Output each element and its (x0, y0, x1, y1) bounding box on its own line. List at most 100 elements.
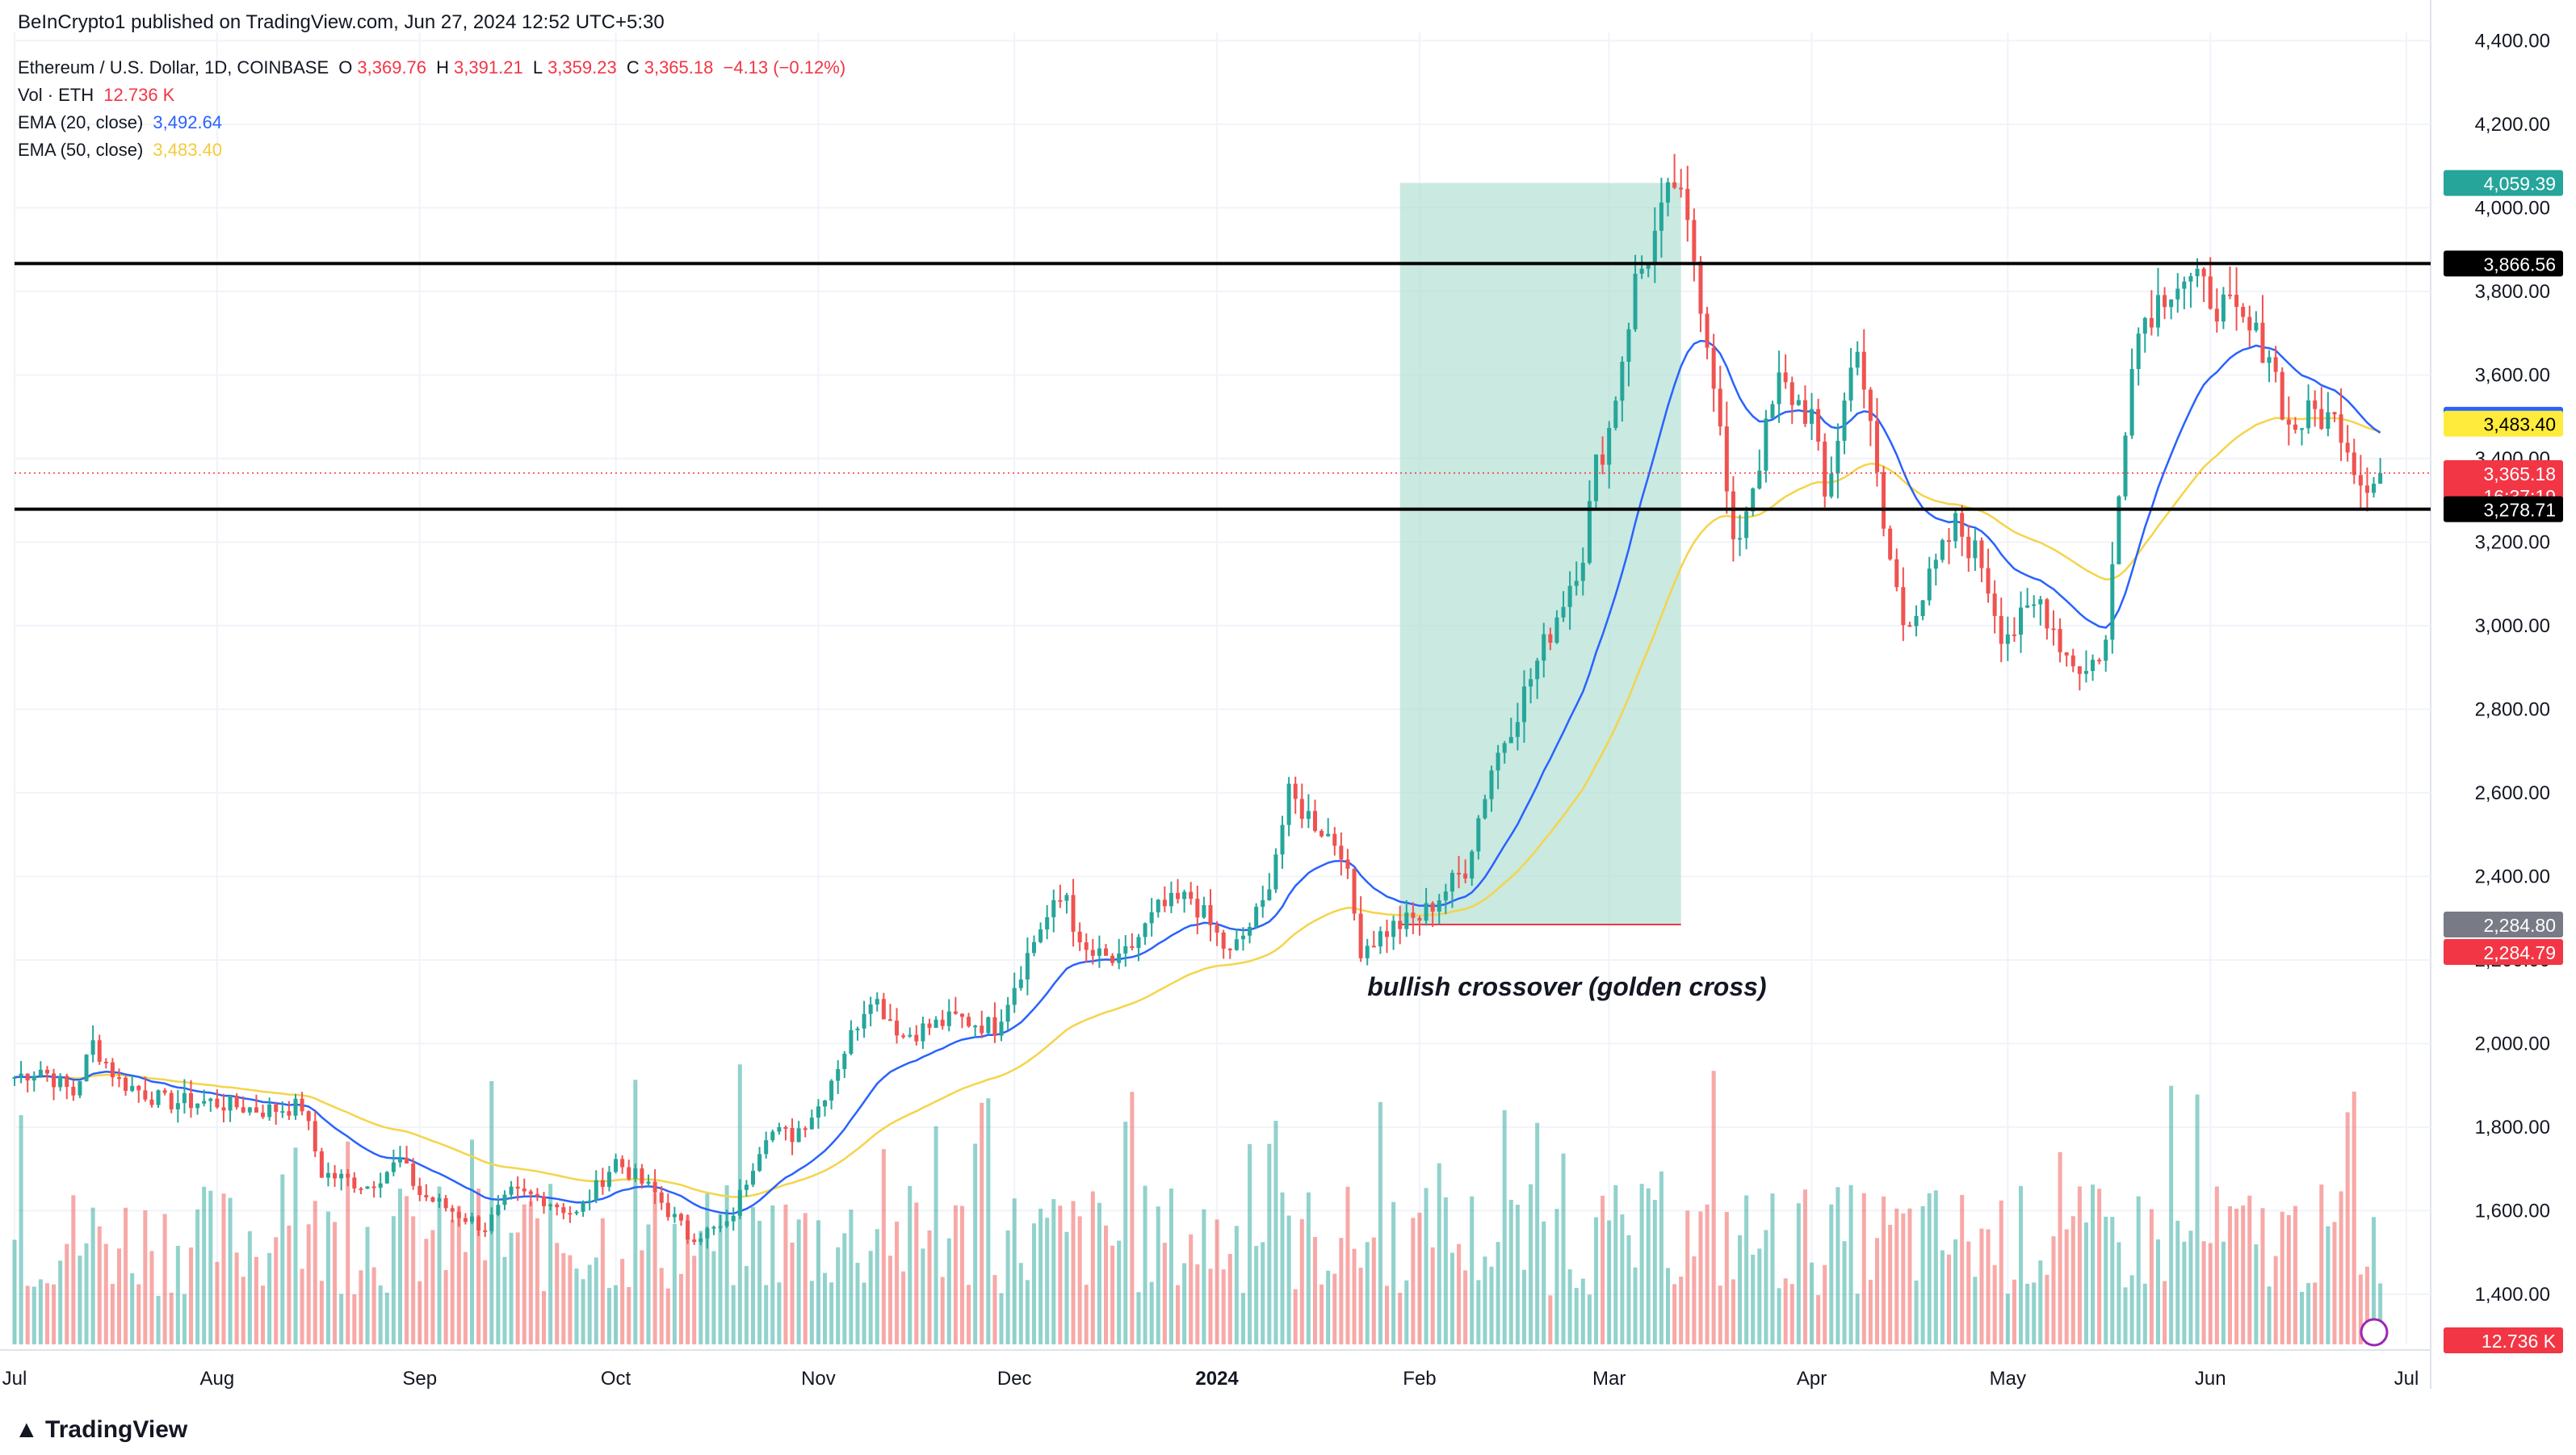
volume-bar (1045, 1218, 1050, 1344)
volume-bar (391, 1216, 396, 1344)
volume-bar (1358, 1268, 1363, 1344)
candle (2195, 268, 2200, 277)
candle (424, 1195, 429, 1197)
volume-bar (600, 1218, 605, 1344)
y-tick-label: 4,000.00 (2475, 197, 2550, 219)
volume-bar (1176, 1285, 1181, 1344)
volume-bar (849, 1210, 854, 1344)
volume-legend[interactable]: Vol · ETH 12.736 K (18, 84, 179, 107)
candle (1443, 891, 1448, 901)
volume-bar (359, 1270, 363, 1344)
candle (2136, 333, 2141, 369)
symbol-legend[interactable]: Ethereum / U.S. Dollar, 1D, COINBASE O 3,… (18, 57, 850, 79)
candle (2025, 605, 2030, 608)
candle (1182, 891, 1187, 899)
volume-bar (614, 1285, 619, 1344)
volume-bar (1796, 1203, 1801, 1344)
volume-bar (175, 1245, 180, 1344)
candle (1724, 426, 1729, 492)
low-value: 3,359.23 (548, 57, 617, 78)
candle (1607, 427, 1612, 465)
volume-bar (365, 1226, 370, 1344)
candle (130, 1085, 135, 1092)
candle (1384, 931, 1390, 937)
volume-bar (1855, 1294, 1860, 1344)
ema50-legend[interactable]: EMA (50, close) 3,483.40 (18, 139, 227, 161)
volume-bar (1058, 1206, 1063, 1344)
candle (1672, 182, 1677, 188)
volume-bar (1430, 1247, 1435, 1344)
volume-bar (1450, 1252, 1454, 1344)
candle (175, 1103, 180, 1109)
x-tick-label: Sep (402, 1368, 437, 1390)
candle (1045, 916, 1050, 930)
volume-bar (300, 1268, 304, 1344)
candle (1679, 187, 1684, 190)
volume-bar (2038, 1260, 2043, 1344)
candle (561, 1207, 566, 1214)
volume-bar (953, 1205, 958, 1344)
candle (241, 1107, 245, 1113)
candle (737, 1189, 742, 1216)
volume-bar (1914, 1280, 1919, 1344)
candle (764, 1140, 769, 1155)
price-badge-bg (2444, 912, 2563, 937)
volume-bar (384, 1292, 389, 1344)
volume-bar (796, 1219, 801, 1344)
candle (1529, 679, 1533, 687)
ema20-legend[interactable]: EMA (20, close) 3,492.64 (18, 111, 227, 134)
volume-bar (764, 1285, 769, 1344)
lightning-icon[interactable] (2360, 1318, 2389, 1347)
volume-bar (1273, 1121, 1278, 1344)
candle (1038, 929, 1043, 942)
volume-bar (476, 1189, 481, 1344)
candle (1836, 440, 1840, 474)
candle (1705, 313, 1710, 348)
candle (1143, 923, 1147, 937)
volume-bar (97, 1226, 102, 1344)
volume-bar (1084, 1285, 1089, 1344)
volume-bar (2234, 1208, 2239, 1344)
candle (1882, 472, 1886, 529)
volume-bar (1802, 1189, 1807, 1344)
volume-bar (1437, 1163, 1441, 1344)
candle (587, 1200, 592, 1202)
volume-bar (1240, 1293, 1245, 1344)
price-badge-bg (2444, 170, 2563, 196)
candle (1254, 907, 1259, 928)
candle (1580, 563, 1585, 581)
volume-bar (2326, 1226, 2331, 1344)
candle (790, 1127, 795, 1143)
candle (2339, 414, 2343, 443)
volume-bar (646, 1224, 651, 1344)
candle (1888, 528, 1893, 560)
volume-bar (2286, 1214, 2291, 1344)
candle (2077, 666, 2082, 674)
candle (1587, 501, 1592, 564)
volume-bar (306, 1224, 311, 1344)
x-tick-label: May (1990, 1368, 2026, 1390)
volume-bar (1143, 1185, 1147, 1344)
volume-bar (1659, 1171, 1663, 1344)
volume-bar (162, 1214, 167, 1344)
volume-bar (1999, 1200, 2003, 1344)
volume-bar (2032, 1282, 2037, 1344)
candle (1156, 899, 1160, 912)
candle (1306, 811, 1311, 820)
candle (437, 1197, 442, 1202)
candle (1176, 892, 1181, 899)
volume-bar (992, 1275, 997, 1344)
candle (1071, 895, 1076, 932)
tradingview-logo[interactable]: ▲ TradingView (15, 1416, 187, 1444)
candle (143, 1090, 148, 1100)
change-value: −4.13 (−0.12%) (723, 57, 846, 78)
candle (1979, 540, 1984, 568)
volume-bar (84, 1243, 89, 1344)
volume-bar (496, 1210, 501, 1344)
volume-bar (1110, 1245, 1115, 1344)
price-badge-label: 3,866.56 (2483, 254, 2556, 275)
volume-bar (1332, 1273, 1337, 1344)
candle (705, 1228, 710, 1239)
candle (750, 1171, 756, 1185)
